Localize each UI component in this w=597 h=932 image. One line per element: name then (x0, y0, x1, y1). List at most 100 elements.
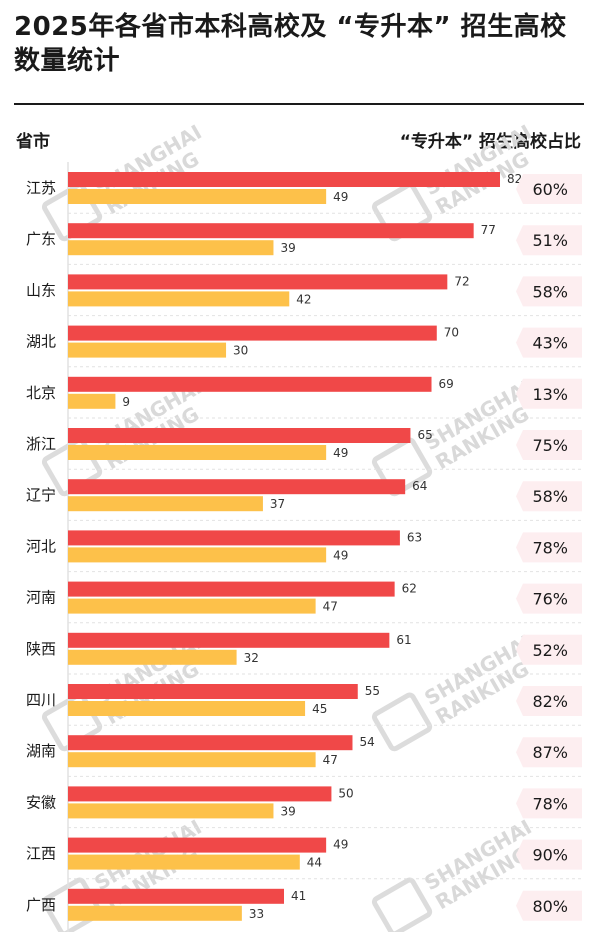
percent-label: 60% (532, 180, 568, 199)
data-label-series2: 42 (296, 292, 311, 306)
percent-label: 80% (532, 897, 568, 916)
bar-series1 (68, 274, 448, 290)
bar-series1 (68, 479, 406, 495)
data-label-series1: 55 (365, 684, 380, 698)
chart-title: 2025年各省市本科高校及 “专升本” 招生高校数量统计 (14, 12, 567, 76)
data-label-series1: 41 (291, 889, 306, 903)
data-label-series2: 49 (333, 548, 348, 562)
bar-series1 (68, 530, 400, 546)
bar-series2 (68, 649, 237, 665)
bar-series2 (68, 752, 316, 768)
category-label: 湖北 (26, 333, 56, 351)
percent-label: 13% (532, 385, 568, 404)
data-label-series1: 54 (359, 735, 374, 749)
category-label: 四川 (26, 691, 56, 709)
percent-label: 78% (532, 538, 568, 557)
category-label: 浙江 (26, 435, 56, 453)
percent-badge (516, 634, 582, 665)
bar-series1 (68, 223, 474, 239)
percent-label: 87% (532, 743, 568, 762)
data-label-series1: 65 (417, 428, 432, 442)
title-divider (14, 103, 584, 105)
percent-badge (516, 532, 582, 563)
percent-badge (516, 225, 582, 256)
data-label-series2: 9 (122, 395, 130, 409)
bar-series1 (68, 632, 390, 648)
percent-label: 51% (532, 231, 568, 250)
bar-series2 (68, 291, 290, 307)
percent-badge (516, 327, 582, 358)
data-label-series1: 61 (396, 633, 411, 647)
percent-badge (516, 481, 582, 512)
percent-badge (516, 839, 582, 870)
percent-badge (516, 583, 582, 614)
category-label: 广西 (26, 896, 56, 914)
category-label: 北京 (26, 384, 56, 402)
bar-series1 (68, 376, 432, 392)
data-label-series1: 77 (481, 223, 496, 237)
data-label-series1: 63 (407, 530, 422, 544)
data-label-series1: 69 (439, 377, 454, 391)
category-label: 广东 (26, 230, 56, 248)
category-label: 湖南 (26, 742, 56, 760)
data-label-series2: 47 (323, 753, 338, 767)
bar-series1 (68, 735, 353, 751)
bar-series2 (68, 854, 300, 870)
data-label-series2: 47 (323, 600, 338, 614)
watermark-logo-icon (371, 692, 433, 752)
category-label: 河南 (26, 589, 56, 607)
category-label: 山东 (26, 281, 56, 299)
percent-label: 82% (532, 692, 568, 711)
bar-series1 (68, 786, 332, 802)
data-label-series1: 62 (402, 582, 417, 596)
bar-series2 (68, 342, 227, 358)
bar-series2 (68, 189, 327, 204)
bar-series1 (68, 172, 500, 187)
percent-badge (516, 378, 582, 409)
data-label-series1: 64 (412, 479, 427, 493)
percent-label: 52% (532, 641, 568, 660)
percent-column-header: “专升本” 招生高校占比 (399, 132, 581, 152)
data-label-series2: 30 (233, 344, 248, 358)
data-label-series1: 82 (507, 172, 522, 186)
bar-series2 (68, 547, 327, 563)
data-label-series1: 72 (454, 274, 469, 288)
bar-series1 (68, 325, 437, 341)
data-label-series2: 39 (280, 804, 295, 818)
percent-badge (516, 788, 582, 819)
percent-badge (516, 737, 582, 768)
bar-series1 (68, 581, 395, 597)
data-label-series2: 39 (280, 241, 295, 255)
category-label: 陕西 (26, 640, 56, 658)
watermark-logo-icon (371, 877, 433, 932)
bar-series1 (68, 428, 411, 443)
category-label: 河北 (26, 537, 56, 555)
watermark-logo-icon (371, 437, 433, 497)
data-label-series2: 32 (244, 651, 259, 665)
percent-label: 78% (532, 794, 568, 813)
bar-series2 (68, 701, 306, 716)
bar-series2 (68, 905, 242, 921)
data-label-series1: 50 (338, 786, 353, 800)
data-label-series2: 44 (307, 856, 322, 870)
bar-series2 (68, 496, 263, 512)
percent-badge (516, 174, 582, 204)
percent-badge (516, 276, 582, 307)
category-label: 江西 (26, 845, 56, 863)
percent-label: 75% (532, 436, 568, 455)
data-label-series2: 49 (333, 446, 348, 460)
bar-series2 (68, 240, 274, 256)
percent-label: 76% (532, 590, 568, 609)
percent-badge (516, 890, 582, 921)
data-label-series2: 49 (333, 190, 348, 204)
percent-badge (516, 430, 582, 460)
data-label-series2: 33 (249, 907, 264, 921)
bar-series2 (68, 803, 274, 819)
percent-badge (516, 686, 582, 716)
data-label-series2: 45 (312, 702, 327, 716)
percent-label: 90% (532, 846, 568, 865)
bar-series2 (68, 598, 316, 614)
bar-series1 (68, 684, 358, 699)
bar-series2 (68, 393, 116, 409)
